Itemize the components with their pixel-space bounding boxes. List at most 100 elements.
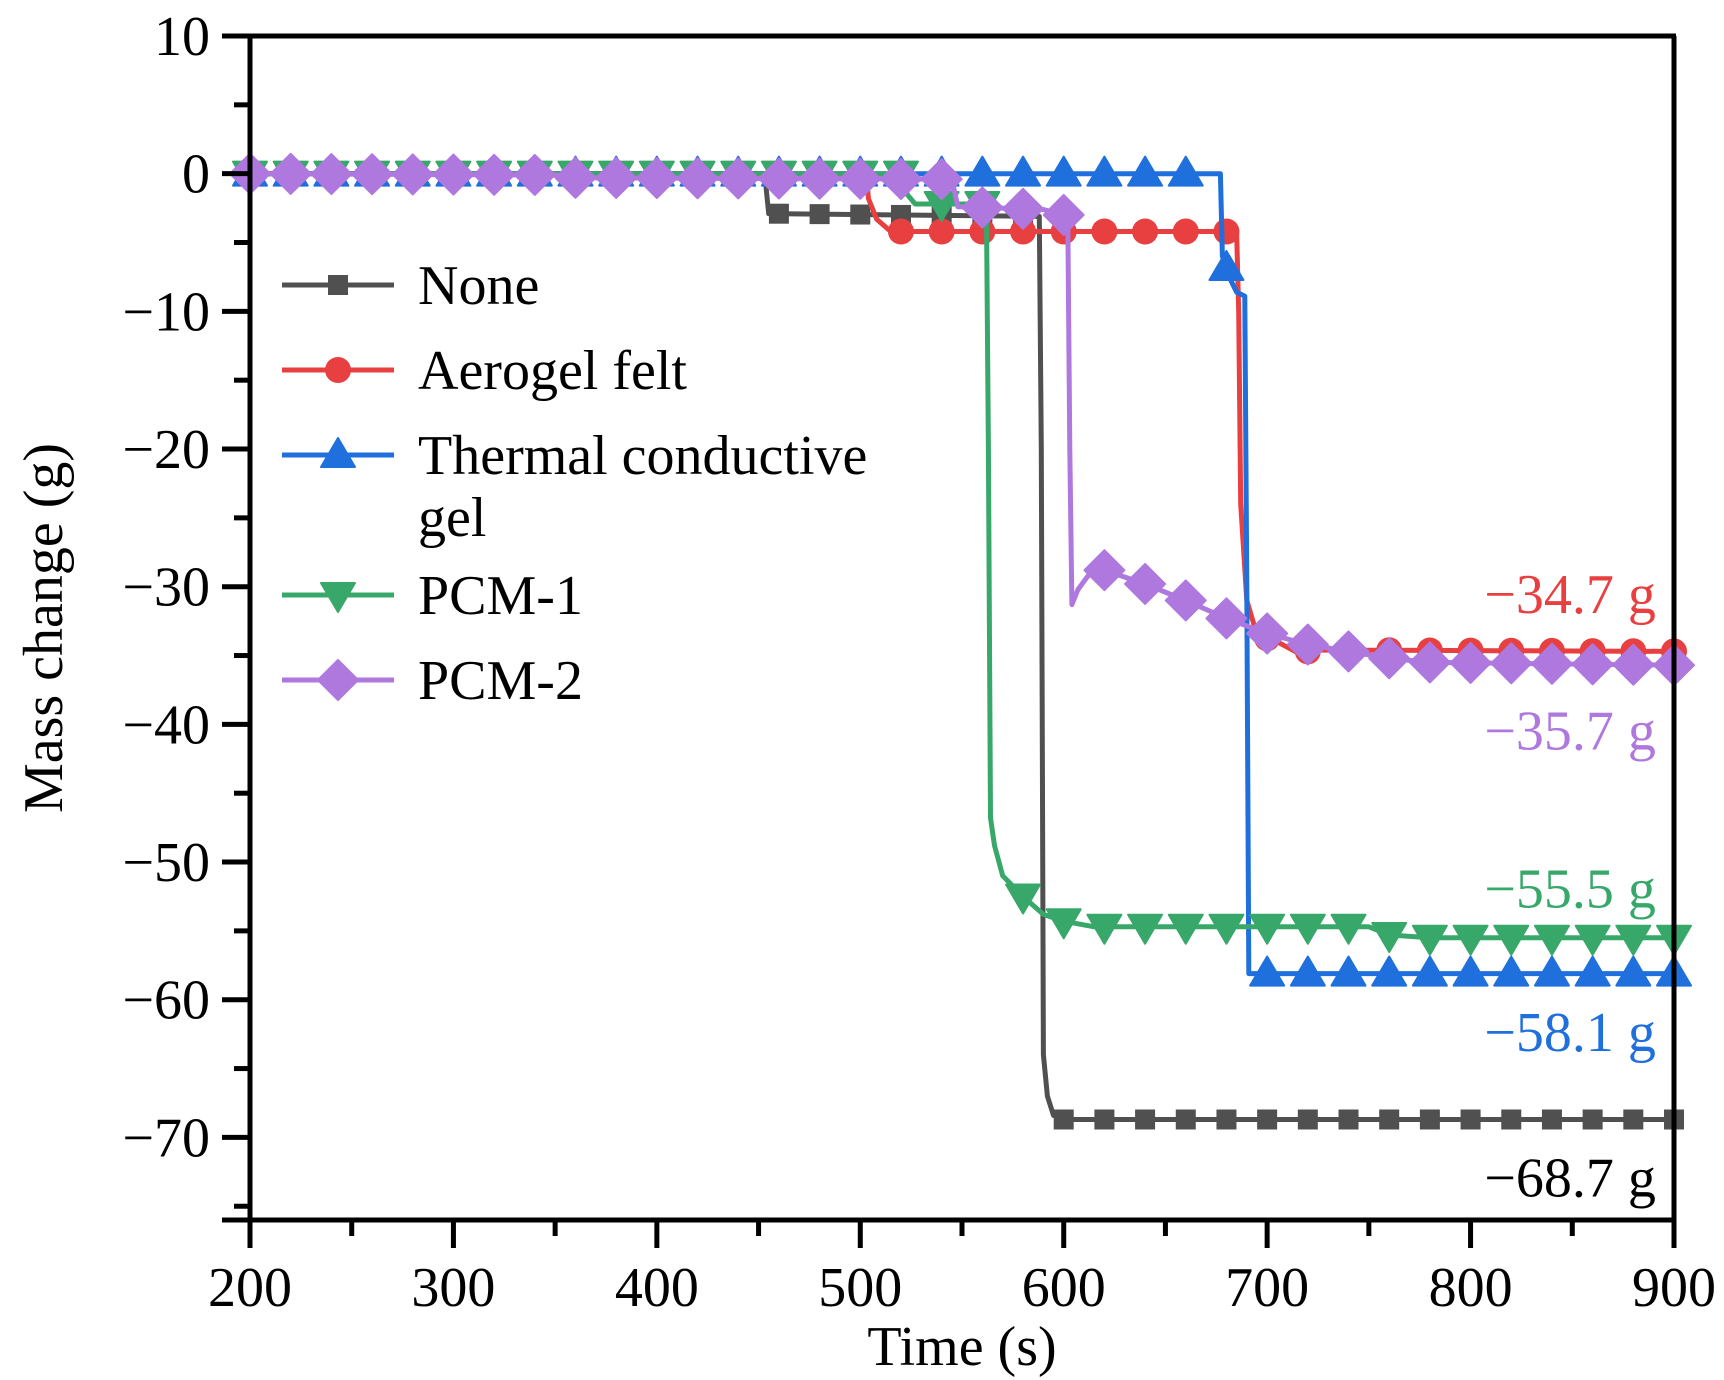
data-point — [1452, 924, 1489, 956]
data-point — [1330, 913, 1367, 945]
y-tick-label: −40 — [122, 694, 210, 756]
data-point — [928, 218, 955, 245]
data-point — [554, 156, 597, 199]
data-point — [635, 157, 678, 200]
x-tick-label: 700 — [1225, 1257, 1309, 1319]
data-point — [1246, 612, 1289, 655]
data-point — [1086, 155, 1123, 187]
legend-item: PCM-1 — [282, 565, 583, 627]
data-point — [1615, 924, 1652, 956]
y-axis-title: Mass change (g) — [13, 443, 75, 813]
data-point — [1127, 155, 1164, 187]
data-point — [1010, 218, 1037, 245]
data-point — [1083, 549, 1126, 592]
data-point — [1408, 641, 1451, 684]
y-tick-label: −30 — [122, 557, 210, 619]
data-point — [717, 157, 760, 200]
data-point — [1053, 1109, 1074, 1130]
data-point — [1042, 193, 1085, 236]
data-point — [1452, 955, 1489, 987]
data-point — [1164, 579, 1207, 622]
data-point — [1289, 913, 1326, 945]
legend-marker-circle-icon — [325, 357, 351, 383]
data-point — [391, 153, 434, 196]
x-tick-label: 400 — [615, 1257, 699, 1319]
legend-marker-diamond-icon — [317, 659, 359, 701]
data-point — [1205, 597, 1248, 640]
data-point — [961, 186, 1004, 229]
data-point — [1167, 155, 1204, 187]
data-point — [1368, 637, 1411, 680]
series-line — [249, 171, 1675, 668]
data-point — [1127, 913, 1164, 945]
data-point — [513, 153, 556, 196]
data-point — [1297, 1109, 1318, 1130]
data-point — [351, 153, 394, 196]
legend-label: PCM-1 — [418, 565, 583, 627]
legend-marker-triangle-down-icon — [320, 582, 356, 613]
y-tick-label: −60 — [122, 970, 210, 1032]
data-point — [757, 157, 800, 200]
data-point — [269, 152, 312, 195]
data-point — [676, 157, 719, 200]
legend-marker-square-icon — [328, 275, 348, 295]
data-point — [1411, 924, 1448, 956]
x-axis-title: Time (s) — [867, 1316, 1056, 1378]
data-point — [809, 204, 830, 225]
value-annotation: −35.7 g — [1484, 700, 1656, 762]
legend-label: PCM-2 — [418, 650, 583, 712]
y-tick-label: −70 — [122, 1107, 210, 1169]
annotations: −34.7 g −35.7 g −55.5 g −58.1 g −68.7 g — [1484, 564, 1656, 1210]
data-point — [595, 156, 638, 199]
data-point — [1449, 641, 1492, 684]
data-point — [1249, 913, 1286, 945]
data-point — [1327, 630, 1370, 673]
data-point — [1533, 955, 1570, 987]
value-annotation: −68.7 g — [1484, 1148, 1656, 1210]
data-point — [1286, 623, 1329, 666]
x-tick-label: 200 — [208, 1257, 292, 1319]
data-point — [920, 158, 963, 201]
x-tick-label: 600 — [1022, 1257, 1106, 1319]
series-line — [250, 171, 1674, 977]
data-point — [887, 218, 914, 245]
data-point — [1533, 924, 1570, 956]
data-point — [1086, 913, 1123, 945]
y-tick-label: 0 — [182, 144, 210, 206]
data-point — [879, 157, 922, 200]
data-point — [1460, 1109, 1481, 1130]
x-tick-label: 300 — [411, 1257, 495, 1319]
legend-label-line2: gel — [418, 487, 486, 549]
data-point — [1612, 643, 1655, 686]
legend-marker-triangle-up-icon — [320, 437, 356, 468]
data-point — [1582, 1109, 1603, 1130]
data-point — [1045, 155, 1082, 187]
data-point — [1615, 955, 1652, 987]
x-tick-label: 900 — [1632, 1257, 1716, 1319]
data-point — [1216, 1109, 1237, 1130]
value-annotation: −58.1 g — [1484, 1002, 1656, 1064]
y-tick-label: −50 — [122, 832, 210, 894]
data-point — [1094, 1109, 1115, 1130]
data-point — [1213, 218, 1240, 245]
y-tick-label: −10 — [122, 281, 210, 343]
data-point — [1330, 955, 1367, 987]
data-point — [1289, 955, 1326, 987]
value-annotation: −55.5 g — [1484, 859, 1656, 921]
data-point — [1091, 218, 1118, 245]
data-point — [1132, 218, 1159, 245]
data-point — [1379, 1109, 1400, 1130]
data-point — [1493, 924, 1530, 956]
x-tick-label: 800 — [1429, 1257, 1513, 1319]
data-point — [839, 157, 882, 200]
data-point — [1135, 1109, 1156, 1130]
data-point — [1371, 922, 1408, 954]
data-point — [310, 153, 353, 196]
data-point — [1208, 249, 1245, 281]
legend-item: None — [282, 255, 539, 317]
data-point — [1005, 883, 1042, 915]
data-point — [1411, 955, 1448, 987]
data-point — [798, 157, 841, 200]
